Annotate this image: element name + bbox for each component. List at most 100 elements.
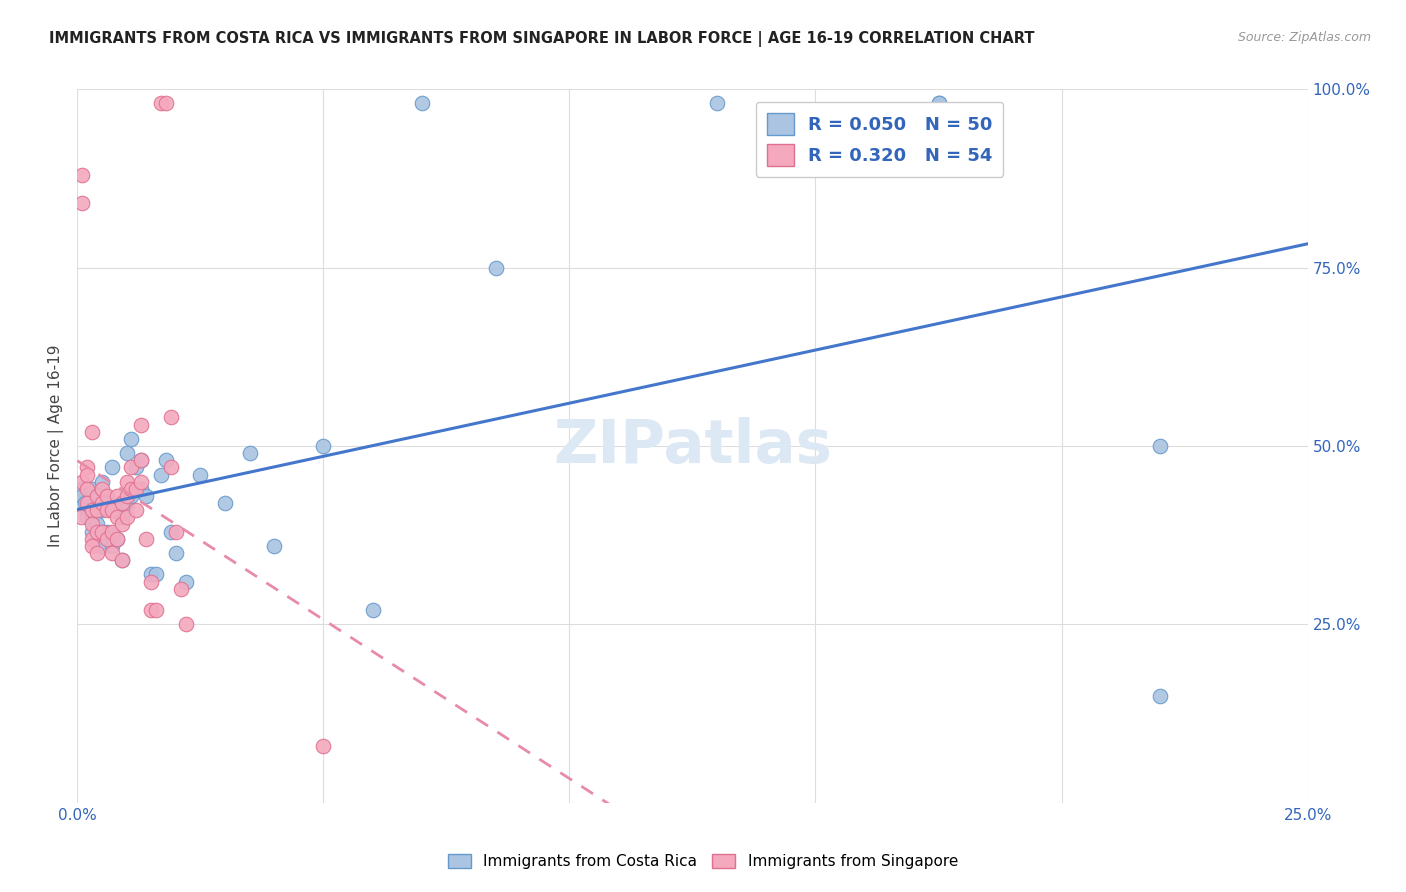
- Point: [115, 510, 138, 524]
- Point: [135, 532, 157, 546]
- Point: [928, 96, 950, 111]
- Point: [214, 496, 236, 510]
- Point: [155, 96, 177, 111]
- Point: [361, 603, 384, 617]
- Point: [73, 496, 96, 510]
- Point: [170, 582, 193, 596]
- Point: [160, 460, 183, 475]
- Point: [165, 524, 187, 539]
- Point: [96, 496, 118, 510]
- Legend: Immigrants from Costa Rica, Immigrants from Singapore: Immigrants from Costa Rica, Immigrants f…: [441, 848, 965, 875]
- Point: [70, 168, 93, 182]
- Point: [86, 489, 108, 503]
- Point: [76, 482, 98, 496]
- Point: [263, 539, 285, 553]
- Point: [150, 96, 173, 111]
- Point: [121, 482, 143, 496]
- Point: [131, 475, 153, 489]
- Point: [141, 567, 163, 582]
- Point: [115, 475, 138, 489]
- Point: [101, 539, 124, 553]
- Point: [86, 524, 108, 539]
- Point: [115, 489, 138, 503]
- Text: IMMIGRANTS FROM COSTA RICA VS IMMIGRANTS FROM SINGAPORE IN LABOR FORCE | AGE 16-: IMMIGRANTS FROM COSTA RICA VS IMMIGRANTS…: [49, 31, 1035, 47]
- Point: [76, 510, 98, 524]
- Point: [96, 489, 118, 503]
- Point: [145, 603, 167, 617]
- Point: [105, 532, 128, 546]
- Point: [160, 410, 183, 425]
- Point: [111, 553, 132, 567]
- Point: [131, 453, 153, 467]
- Point: [141, 603, 163, 617]
- Point: [115, 496, 138, 510]
- Point: [111, 510, 132, 524]
- Point: [239, 446, 262, 460]
- Point: [82, 517, 104, 532]
- Point: [86, 546, 108, 560]
- Point: [90, 503, 114, 517]
- Point: [105, 503, 128, 517]
- Point: [131, 417, 153, 432]
- Point: [86, 517, 108, 532]
- Point: [76, 460, 98, 475]
- Point: [111, 517, 132, 532]
- Point: [101, 546, 124, 560]
- Point: [121, 460, 143, 475]
- Point: [155, 453, 177, 467]
- Point: [82, 510, 104, 524]
- Y-axis label: In Labor Force | Age 16-19: In Labor Force | Age 16-19: [48, 344, 65, 548]
- Point: [76, 503, 98, 517]
- Text: ZIPatlas: ZIPatlas: [553, 417, 832, 475]
- Point: [121, 432, 143, 446]
- Point: [312, 439, 335, 453]
- Point: [96, 524, 118, 539]
- Point: [174, 617, 197, 632]
- Point: [90, 475, 114, 489]
- Point: [90, 524, 114, 539]
- Point: [70, 482, 93, 496]
- Point: [1149, 439, 1171, 453]
- Point: [82, 524, 104, 539]
- Point: [141, 574, 163, 589]
- Point: [86, 489, 108, 503]
- Point: [125, 503, 148, 517]
- Point: [174, 574, 197, 589]
- Point: [70, 196, 93, 211]
- Point: [82, 503, 104, 517]
- Point: [90, 482, 114, 496]
- Point: [125, 482, 148, 496]
- Point: [928, 96, 950, 111]
- Point: [105, 510, 128, 524]
- Point: [90, 539, 114, 553]
- Point: [82, 539, 104, 553]
- Point: [125, 460, 148, 475]
- Point: [145, 567, 167, 582]
- Point: [411, 96, 433, 111]
- Point: [165, 546, 187, 560]
- Point: [135, 489, 157, 503]
- Point: [90, 496, 114, 510]
- Point: [82, 532, 104, 546]
- Point: [101, 524, 124, 539]
- Point: [76, 496, 98, 510]
- Point: [101, 460, 124, 475]
- Point: [70, 489, 93, 503]
- Point: [101, 503, 124, 517]
- Point: [121, 489, 143, 503]
- Point: [190, 467, 212, 482]
- Point: [82, 425, 104, 439]
- Point: [131, 482, 153, 496]
- Point: [105, 532, 128, 546]
- Point: [485, 260, 508, 275]
- Point: [86, 503, 108, 517]
- Point: [115, 446, 138, 460]
- Point: [105, 489, 128, 503]
- Point: [111, 496, 132, 510]
- Point: [131, 453, 153, 467]
- Point: [76, 467, 98, 482]
- Point: [70, 475, 93, 489]
- Point: [312, 739, 335, 753]
- Point: [96, 503, 118, 517]
- Legend: R = 0.050   N = 50, R = 0.320   N = 54: R = 0.050 N = 50, R = 0.320 N = 54: [755, 102, 1004, 177]
